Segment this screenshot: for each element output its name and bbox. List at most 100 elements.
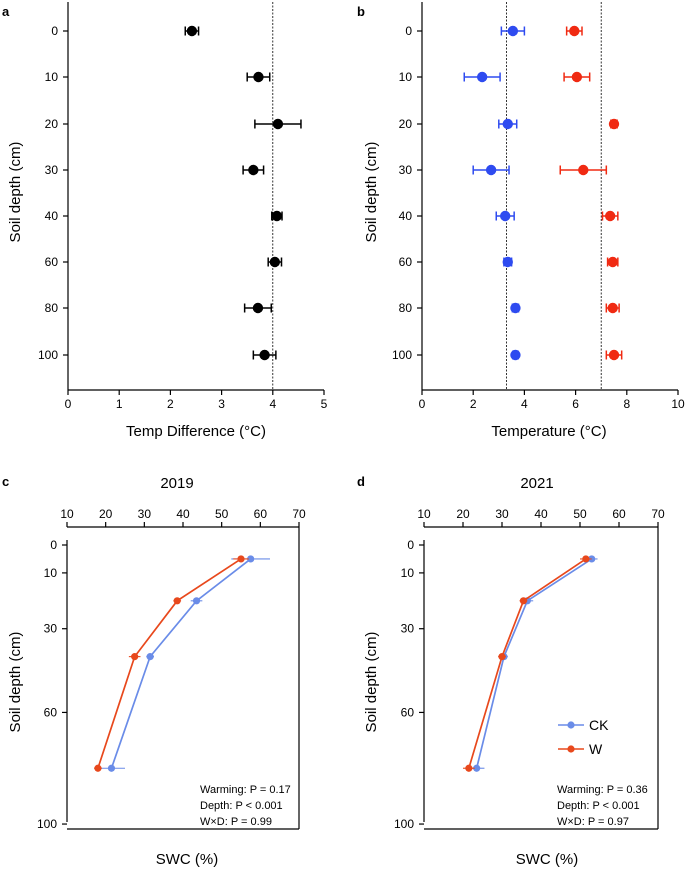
- data-point-a: [248, 164, 259, 176]
- y-tick-label-a: 100: [38, 348, 58, 362]
- y-tick-label-c: 10: [44, 566, 58, 580]
- y-tick-label-a: 0: [51, 24, 58, 38]
- chart-title-c: 2019: [160, 475, 193, 492]
- x-tick-label-d: 30: [495, 507, 509, 521]
- x-tick-label-d: 50: [573, 507, 587, 521]
- panel-a: a Temp Difference (°C) Soil depth (cm) 0…: [2, 2, 328, 440]
- data-point-a: [272, 118, 284, 130]
- data-point-a: [186, 25, 198, 37]
- y-tick-label-b: 0: [405, 24, 412, 38]
- x-tick-label-b: 4: [521, 397, 528, 411]
- stats-line-1-c: Warming: P = 0.17: [200, 784, 291, 796]
- data-point-b: [604, 210, 616, 222]
- panel-letter-c: c: [2, 474, 9, 489]
- x-tick-label-a: 4: [269, 397, 276, 411]
- y-tick-label-d: 30: [401, 622, 415, 636]
- x-tick-label-a: 5: [321, 397, 328, 411]
- data-point-ck-c: [247, 555, 255, 563]
- stats-line-2-c: Depth: P < 0.001: [200, 800, 283, 812]
- data-point-b: [476, 71, 488, 83]
- x-tick-label-c: 40: [176, 507, 190, 521]
- panel-letter-a: a: [2, 4, 10, 19]
- x-tick-label-c: 30: [138, 507, 152, 521]
- plot-a: 0 1 2 3 4 5 0 10 20 30 40 60 80 100: [38, 2, 328, 411]
- data-point-w-d: [519, 597, 528, 605]
- y-tick-label-b: 60: [399, 255, 413, 269]
- data-point-ck-c: [146, 653, 154, 661]
- legend-marker-ck: [567, 721, 575, 729]
- data-point-w-c: [173, 597, 181, 605]
- series-line-ck-c: [110, 558, 252, 769]
- x-tick-label-a: 2: [167, 397, 174, 411]
- chart-title-d: 2021: [520, 475, 553, 492]
- stats-line-3-c: W×D: P = 0.99: [200, 816, 272, 828]
- data-point-b: [569, 25, 580, 37]
- axis-title-y-d: Soil depth (cm): [363, 632, 380, 733]
- data-point-a: [252, 302, 264, 314]
- axis-title-y-a: Soil depth (cm): [7, 142, 24, 243]
- x-tick-label-c: 20: [99, 507, 113, 521]
- x-tick-label-d: 10: [417, 507, 431, 521]
- data-point-b: [507, 25, 519, 37]
- data-point-w-d: [465, 764, 473, 772]
- axis-title-y-b: Soil depth (cm): [363, 142, 380, 243]
- legend-label-w: W: [589, 741, 603, 757]
- legend-label-ck: CK: [589, 717, 609, 733]
- x-tick-label-d: 60: [612, 507, 626, 521]
- data-point-w-c: [131, 653, 139, 661]
- stats-line-2-d: Depth: P < 0.001: [557, 800, 640, 812]
- data-point-b: [502, 118, 513, 130]
- y-tick-label-a: 40: [45, 209, 59, 223]
- y-tick-label-a: 10: [45, 70, 59, 84]
- data-point-w-c: [94, 764, 102, 772]
- y-tick-label-a: 80: [45, 301, 59, 315]
- data-point-ck-d: [473, 764, 481, 772]
- data-point-b: [502, 256, 513, 268]
- data-point-b: [500, 210, 511, 222]
- axis-title-x-b: Temperature (°C): [491, 423, 606, 440]
- y-tick-label-d: 60: [401, 705, 415, 719]
- y-tick-label-c: 60: [44, 705, 58, 719]
- y-tick-label-b: 40: [399, 209, 413, 223]
- x-tick-label-d: 70: [651, 507, 665, 521]
- data-point-w-d: [498, 653, 506, 661]
- x-tick-label-c: 10: [60, 507, 74, 521]
- panel-c: c 2019 SWC (%) Soil depth (cm) 10 20 30 40 5…: [2, 474, 306, 868]
- data-point-w-c: [237, 555, 245, 563]
- stats-line-3-d: W×D: P = 0.97: [557, 816, 629, 828]
- data-point-b: [510, 302, 521, 314]
- x-tick-label-b: 0: [419, 397, 426, 411]
- plot-d: 10 20 30 40 50 60 70 0 10 30 60 100: [394, 507, 665, 831]
- x-tick-label-b: 2: [470, 397, 477, 411]
- x-tick-label-c: 60: [254, 507, 268, 521]
- data-point-ck-c: [107, 764, 116, 772]
- y-tick-label-a: 30: [45, 163, 59, 177]
- panel-letter-d: d: [357, 474, 365, 489]
- y-tick-label-b: 30: [399, 163, 413, 177]
- plot-c: 10 20 30 40 50 60 70 0 10 30 60 100: [37, 507, 306, 831]
- y-tick-label-a: 20: [45, 117, 59, 131]
- y-tick-label-c: 0: [50, 538, 57, 552]
- y-tick-label-d: 0: [407, 538, 414, 552]
- data-point-b: [608, 118, 620, 130]
- data-point-b: [510, 349, 521, 361]
- y-tick-label-b: 100: [392, 348, 412, 362]
- axis-title-y-c: Soil depth (cm): [7, 632, 24, 733]
- x-tick-label-a: 0: [65, 397, 72, 411]
- x-tick-label-b: 6: [572, 397, 579, 411]
- panel-b: b Temperature (°C) Soil depth (cm) 0 2 4 6 8…: [357, 2, 685, 440]
- x-tick-label-c: 70: [292, 507, 306, 521]
- data-point-a: [269, 256, 281, 268]
- y-tick-label-b: 10: [399, 70, 413, 84]
- y-tick-label-c: 100: [37, 817, 57, 831]
- data-point-a: [259, 349, 270, 361]
- legend-marker-w: [567, 745, 575, 753]
- series-line-w-c: [97, 558, 242, 769]
- data-point-b: [607, 302, 618, 314]
- data-point-a: [253, 71, 264, 83]
- data-point-a: [271, 210, 283, 222]
- y-tick-label-b: 20: [399, 117, 413, 131]
- data-point-b: [608, 349, 620, 361]
